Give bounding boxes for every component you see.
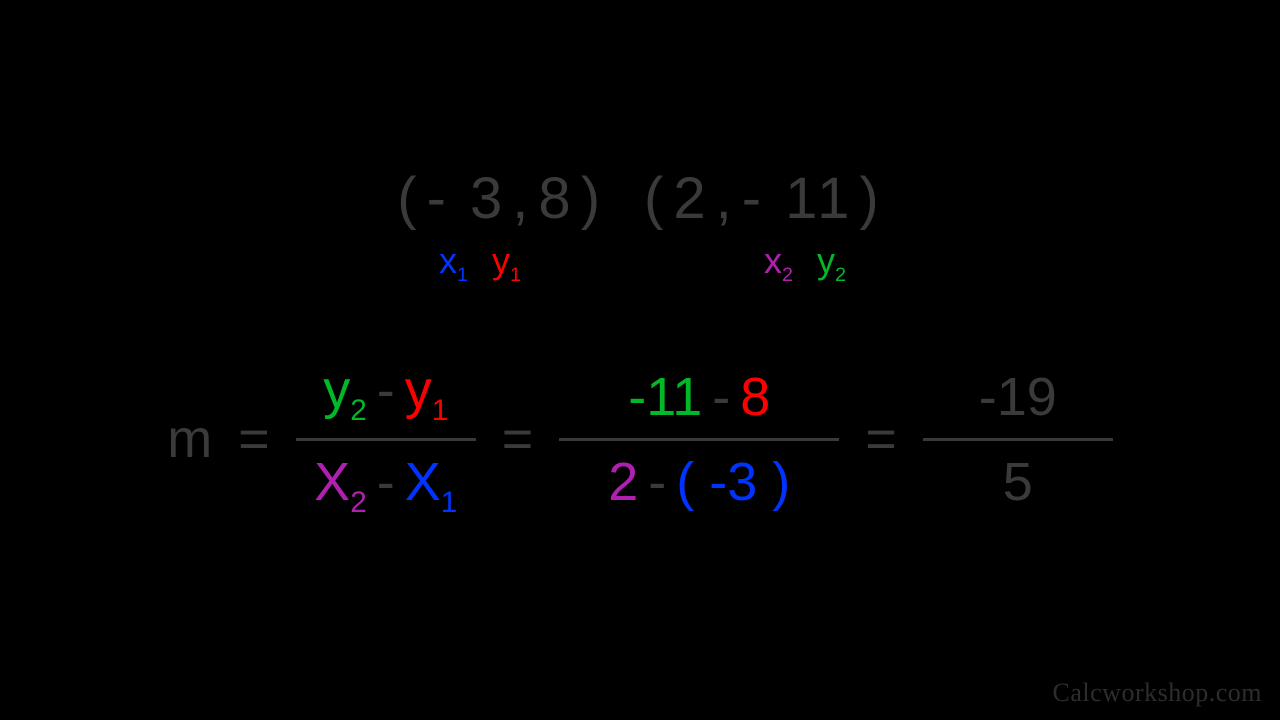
fraction-result: -19 5 (923, 362, 1113, 517)
f1-den-x1-var: X (405, 452, 441, 512)
f2-num-b: 8 (740, 366, 770, 428)
f3-num-val: -19 (979, 366, 1057, 428)
f1-den-minus: - (377, 451, 395, 513)
p1-close: ) (581, 165, 604, 232)
label-y1-var: y (492, 240, 510, 281)
slope-diagram: ( - 3 , 8 ) ( 2 , - 11 ) x1 y1 (0, 0, 1280, 720)
label-pair-2: x2 y2 (655, 240, 955, 287)
p1-open: ( (397, 165, 420, 232)
watermark: Calcworkshop.com (1053, 678, 1262, 708)
f1-den-x1-sub: 1 (441, 486, 458, 519)
p2-open: ( (644, 165, 667, 232)
f2-num-minus: - (712, 366, 730, 428)
label-y1: y1 (492, 240, 521, 287)
equals-1: = (238, 408, 270, 470)
f1-den-x1: X1 (405, 451, 458, 520)
label-x1: x1 (439, 240, 468, 287)
f2-num: -11 - 8 (620, 362, 778, 432)
f1-den-x2: X2 (314, 451, 367, 520)
f2-num-a: -11 (628, 366, 702, 428)
f1-num-y2-sub: 2 (350, 394, 367, 427)
label-y2-sub: 2 (835, 264, 846, 286)
labels-group: x1 y1 x2 y2 (335, 240, 945, 287)
label-pair-1: x1 y1 (345, 240, 615, 287)
points-row: ( - 3 , 8 ) ( 2 , - 11 ) (0, 165, 1280, 232)
point-1: ( - 3 , 8 ) (397, 165, 604, 232)
f1-num-minus: - (377, 359, 395, 421)
f1-num-y1: y1 (405, 359, 449, 428)
f2-bar (559, 438, 839, 441)
f2-den-a: 2 (608, 451, 638, 513)
f2-den: 2 - ( -3 ) (600, 447, 798, 517)
fraction-formula: y2 - y1 X2 - X1 (296, 355, 476, 524)
f1-num: y2 - y1 (315, 355, 456, 432)
label-x1-var: x (439, 240, 457, 281)
equation-row: m = y2 - y1 X2 - X1 (0, 355, 1280, 524)
label-x2-var: x (764, 240, 782, 281)
f1-den-x2-sub: 2 (350, 486, 367, 519)
equals-2: = (502, 408, 534, 470)
point-2: ( 2 , - 11 ) (644, 165, 883, 232)
labels-row: x1 y1 x2 y2 (0, 240, 1280, 287)
f1-num-y2: y2 (323, 359, 367, 428)
p2-x: 2 (673, 165, 709, 232)
p2-close: ) (859, 165, 882, 232)
p1-y: 8 (538, 165, 574, 232)
f1-num-y1-sub: 1 (432, 394, 449, 427)
label-y2: y2 (817, 240, 846, 287)
p1-comma: , (512, 165, 532, 232)
p2-comma: , (716, 165, 736, 232)
m-symbol: m (167, 408, 212, 470)
f1-num-y2-var: y (323, 360, 350, 420)
f2-den-minus: - (648, 451, 666, 513)
label-y1-sub: 1 (510, 264, 521, 286)
label-x1-sub: 1 (457, 264, 468, 286)
fraction-substituted: -11 - 8 2 - ( -3 ) (559, 362, 839, 517)
label-y2-var: y (817, 240, 835, 281)
f1-bar (296, 438, 476, 441)
f1-den-x2-var: X (314, 452, 350, 512)
label-x2-sub: 2 (782, 264, 793, 286)
label-x2: x2 (764, 240, 793, 287)
f3-den: 5 (995, 447, 1041, 517)
f2-den-b: ( -3 ) (676, 451, 790, 513)
f1-num-y1-var: y (405, 360, 432, 420)
equals-3: = (865, 408, 897, 470)
p1-x: - 3 (427, 165, 507, 232)
f1-den: X2 - X1 (306, 447, 465, 524)
f3-den-val: 5 (1003, 451, 1033, 513)
f3-num: -19 (971, 362, 1065, 432)
f3-bar (923, 438, 1113, 441)
p2-y: - 11 (742, 165, 854, 232)
